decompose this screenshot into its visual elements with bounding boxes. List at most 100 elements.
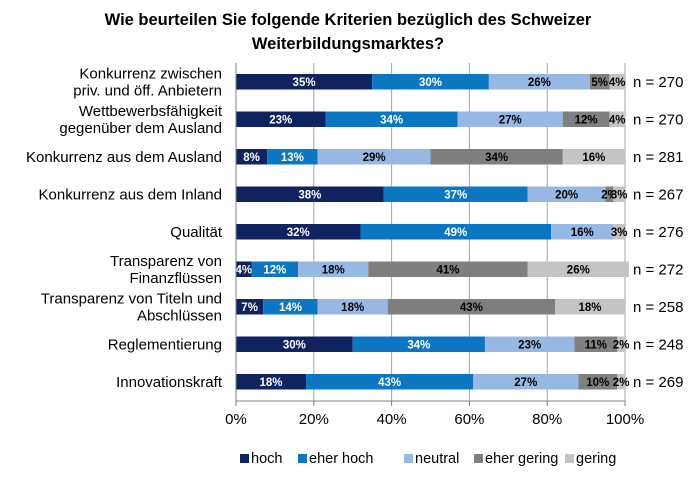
bar-segment (617, 374, 625, 390)
chart-title-line-1: Wie beurteilen Sie folgende Kriterien be… (105, 11, 592, 29)
data-label: 38% (298, 189, 321, 201)
bar-segment (383, 186, 528, 202)
bar-segment (298, 261, 369, 277)
bar-segment (488, 74, 590, 90)
bar-segment (457, 111, 563, 127)
bar-segment (578, 374, 618, 390)
bar-segment (236, 336, 353, 352)
bar-segment (527, 261, 629, 277)
data-label: 37% (444, 189, 467, 201)
category-label: Transparenz von (110, 253, 222, 270)
data-label: 23% (269, 114, 292, 126)
data-label: 16% (571, 227, 594, 239)
bar-segment (609, 111, 625, 127)
bar-segment (236, 74, 373, 90)
x-tick-label: 100% (606, 411, 644, 428)
data-label: 49% (444, 227, 467, 239)
bar-segment (527, 186, 606, 202)
data-label: 8% (243, 152, 260, 164)
category-label: priv. und öff. Anbietern (73, 82, 222, 99)
bar-segment (372, 74, 489, 90)
data-label: 7% (241, 302, 258, 314)
data-label: 35% (293, 77, 316, 89)
bar-segment (562, 149, 625, 165)
category-label: Transparenz von Titeln und (41, 290, 222, 307)
data-label: 34% (485, 152, 508, 164)
legend-swatch (298, 454, 307, 463)
bar-segment (430, 149, 563, 165)
bar-segment (236, 261, 252, 277)
data-label: 41% (436, 264, 459, 276)
sample-size-label: n = 258 (633, 299, 683, 316)
bars: 35% 30% 26% 5% 4%23% 34% 27% 12% 4%8% 13% 29% 34% 16… (235, 74, 629, 390)
data-label: 16% (582, 152, 605, 164)
data-label: 18% (578, 302, 601, 314)
bar-segment (613, 186, 625, 202)
data-label: 34% (407, 339, 430, 351)
bar-segment (368, 261, 528, 277)
category-label: Qualität (170, 224, 223, 241)
category-label: Innovationskraft (116, 374, 223, 391)
data-label: 18% (322, 264, 345, 276)
legend-swatch (565, 454, 574, 463)
category-label: Konkurrenz aus dem Ausland (26, 149, 222, 166)
bar-segment (317, 149, 431, 165)
sample-size-label: n = 270 (633, 74, 683, 91)
data-label: 4% (609, 77, 626, 89)
bar-segment (609, 74, 625, 90)
category-label: gegenüber dem Ausland (59, 120, 222, 137)
bar-segment (484, 336, 575, 352)
sample-size-label: n = 281 (633, 149, 683, 166)
data-label: 13% (281, 152, 304, 164)
chart-title-line-2: Weiterbildungsmarktes? (252, 35, 444, 53)
bar-segment (387, 299, 555, 315)
sample-size-label: n = 248 (633, 336, 683, 353)
data-label: 3% (611, 189, 628, 201)
data-label: 27% (514, 377, 537, 389)
legend-label: hoch (251, 451, 282, 467)
bar-segment (325, 111, 458, 127)
x-tick-label: 80% (532, 411, 562, 428)
category-label: Reglementierung (108, 336, 222, 353)
category-label: Wettbewerbsfähigkeit (79, 103, 223, 120)
data-label: 20% (555, 189, 578, 201)
bar-segment (617, 336, 625, 352)
data-label: 23% (518, 339, 541, 351)
bar-segment (236, 111, 326, 127)
bar-segment (551, 224, 614, 240)
x-tick-label: 0% (225, 411, 247, 428)
bar-segment (263, 299, 318, 315)
sample-size-label: n = 267 (633, 186, 683, 203)
legend-swatch (240, 454, 249, 463)
x-axis: 0% 20% 40% 60% 80% 100% (225, 63, 644, 428)
bar-segment (317, 299, 388, 315)
data-label: 26% (528, 77, 551, 89)
data-label: 5% (591, 77, 608, 89)
data-label: 12% (575, 114, 598, 126)
data-label: 34% (380, 114, 403, 126)
bar-segment (605, 186, 614, 202)
category-label: Abschlüssen (137, 307, 222, 324)
data-label: 10% (586, 377, 609, 389)
x-tick-label: 20% (299, 411, 329, 428)
bar-segment (562, 111, 610, 127)
legend-swatch (474, 454, 483, 463)
legend-label: gering (576, 451, 616, 467)
data-label: 14% (279, 302, 302, 314)
bar-segment (236, 374, 307, 390)
data-label: 43% (460, 302, 483, 314)
legend-label: eher hoch (309, 451, 374, 467)
data-label: 4% (235, 264, 252, 276)
data-label: 30% (283, 339, 306, 351)
bar-segment (473, 374, 579, 390)
data-label: 2% (613, 377, 630, 389)
bar-segment (236, 299, 264, 315)
bar-segment (554, 299, 625, 315)
category-label: Konkurrenz zwischen (79, 65, 222, 82)
legend-swatch (404, 454, 413, 463)
legend-label: eher gering (485, 451, 558, 467)
data-label: 30% (419, 77, 442, 89)
bar-segment (352, 336, 485, 352)
sample-size-labels: n = 270 n = 270 n = 281 n = 267 n = 276 n = 2… (633, 74, 683, 391)
category-label: Konkurrenz aus dem Inland (39, 186, 222, 203)
